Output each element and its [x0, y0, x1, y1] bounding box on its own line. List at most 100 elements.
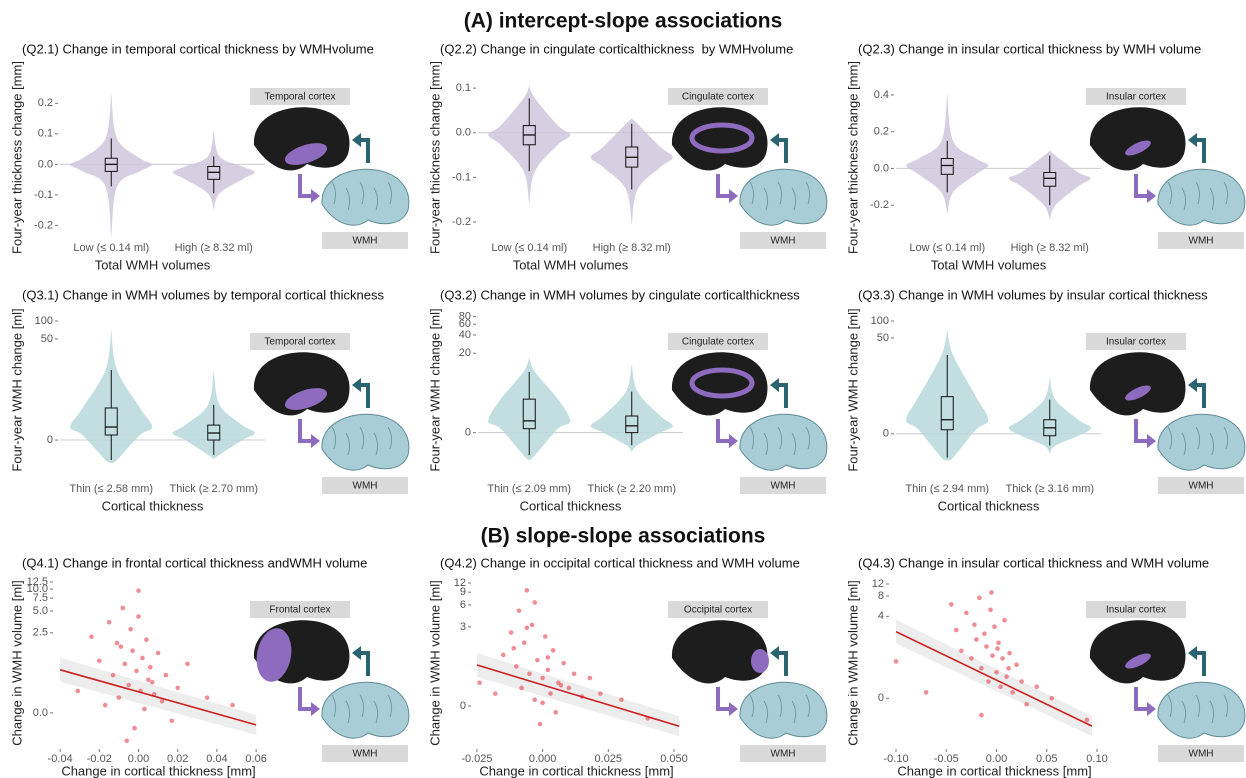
point: [142, 707, 147, 712]
point: [543, 634, 548, 639]
x-tick-label: 0.000: [529, 753, 557, 765]
category-label: High (≥ 8.32 ml): [1011, 242, 1089, 254]
confidence-band: [60, 658, 256, 735]
y-tick-label: 0.1: [456, 82, 471, 94]
y-tick-label: 4: [878, 610, 884, 622]
y-tick-label: -0.2: [452, 216, 471, 228]
point: [992, 624, 997, 629]
confidence-band: [896, 620, 1092, 736]
point: [527, 671, 532, 676]
wmh-brain: [740, 682, 827, 738]
y-tick-label: 0: [460, 700, 466, 712]
y-axis-label: Change in WMH volume [ml]: [427, 580, 442, 745]
point: [124, 739, 129, 744]
point: [175, 686, 180, 691]
y-tick-label: 3: [460, 621, 466, 633]
y-tick-label: 12: [454, 577, 466, 589]
teal-arrow: [778, 385, 786, 408]
section-heading: (A) intercept-slope associations: [464, 10, 783, 33]
point: [996, 640, 1001, 645]
purple-arrow: [718, 419, 730, 441]
point: [522, 640, 527, 645]
x-tick-label: -0.02: [87, 753, 112, 765]
teal-arrowhead: [770, 646, 779, 660]
point: [156, 651, 161, 656]
purple-arrowhead: [311, 434, 320, 448]
y-axis-label: Change in WMH volume [ml]: [845, 580, 860, 745]
point: [477, 680, 482, 685]
panel-title: (Q3.1) Change in WMH volumes by temporal…: [22, 287, 384, 302]
point: [1002, 618, 1007, 623]
figure: (A) intercept-slope associations (B) slo…: [0, 0, 1246, 778]
purple-arrow: [718, 174, 730, 196]
purple-arrowhead: [1147, 702, 1156, 716]
x-tick-label: -0.10: [883, 753, 908, 765]
point: [532, 600, 537, 605]
point: [111, 673, 116, 678]
y-tick-label: 40: [459, 329, 471, 341]
y-tick-label: 0: [47, 434, 53, 446]
point: [974, 637, 979, 642]
point: [509, 630, 514, 635]
teal-arrowhead: [352, 133, 361, 147]
wmh-brain: [322, 682, 409, 738]
y-tick-label: -0.1: [34, 189, 53, 201]
teal-arrow: [778, 140, 786, 163]
point: [1010, 690, 1015, 695]
y-tick-label: 0: [883, 428, 889, 440]
y-tick-label: 0.2: [874, 126, 889, 138]
point: [136, 588, 141, 593]
point: [540, 676, 545, 681]
y-tick-label: 0.1: [38, 128, 53, 140]
outcome-label: WMH: [353, 481, 378, 492]
panel-title: (Q2.2) Change in cingulate corticalthick…: [440, 41, 793, 56]
y-axis-label: Four-year thickness change [mm]: [9, 61, 24, 254]
x-tick-label: 0.05: [1036, 753, 1057, 765]
region-label: Temporal cortex: [264, 337, 335, 348]
point: [551, 648, 556, 653]
point: [1049, 696, 1054, 701]
point: [598, 691, 603, 696]
x-tick-label: 0.02: [167, 753, 188, 765]
purple-arrow: [1136, 419, 1148, 441]
point: [994, 670, 999, 675]
teal-arrowhead: [1188, 646, 1197, 660]
panel-title: (Q4.2) Change in occipital cortical thic…: [440, 555, 800, 570]
y-tick-label: 6: [460, 599, 466, 611]
point: [548, 691, 553, 696]
y-tick-label: 0.0: [33, 707, 48, 719]
point: [990, 653, 995, 658]
point: [949, 602, 954, 607]
y-axis-label: Four-year WMH change [ml]: [845, 308, 860, 471]
point: [1014, 662, 1019, 667]
point: [514, 664, 519, 669]
teal-arrow: [360, 653, 368, 676]
category-label: Thick (≥ 2.20 mm): [587, 483, 676, 495]
point: [126, 683, 131, 688]
y-tick-label: 8: [878, 590, 884, 602]
purple-arrowhead: [311, 189, 320, 203]
region-label: Cingulate cortex: [682, 92, 754, 103]
region-label: Frontal cortex: [269, 605, 330, 616]
teal-arrow: [1196, 140, 1204, 163]
region-label: Insular cortex: [1106, 605, 1166, 616]
y-tick-label: 5.0: [33, 605, 48, 617]
point: [170, 718, 175, 723]
point: [148, 665, 153, 670]
x-tick-label: -0.05: [934, 753, 959, 765]
purple-arrowhead: [1147, 189, 1156, 203]
x-axis-label: Change in cortical thickness [mm]: [897, 763, 1091, 778]
point: [1004, 674, 1009, 679]
region-label: Cingulate cortex: [682, 337, 754, 348]
purple-arrow: [718, 687, 730, 709]
y-tick-label: -0.2: [34, 219, 53, 231]
panel-title: (Q2.3) Change in insular cortical thickn…: [858, 41, 1201, 56]
point: [89, 634, 94, 639]
y-tick-label: 100: [35, 315, 53, 327]
point: [567, 686, 572, 691]
region-label: Insular cortex: [1106, 92, 1166, 103]
x-axis-label: Change in cortical thickness [mm]: [61, 763, 255, 778]
brain-illustration: Frontal cortexWMH: [250, 601, 409, 762]
